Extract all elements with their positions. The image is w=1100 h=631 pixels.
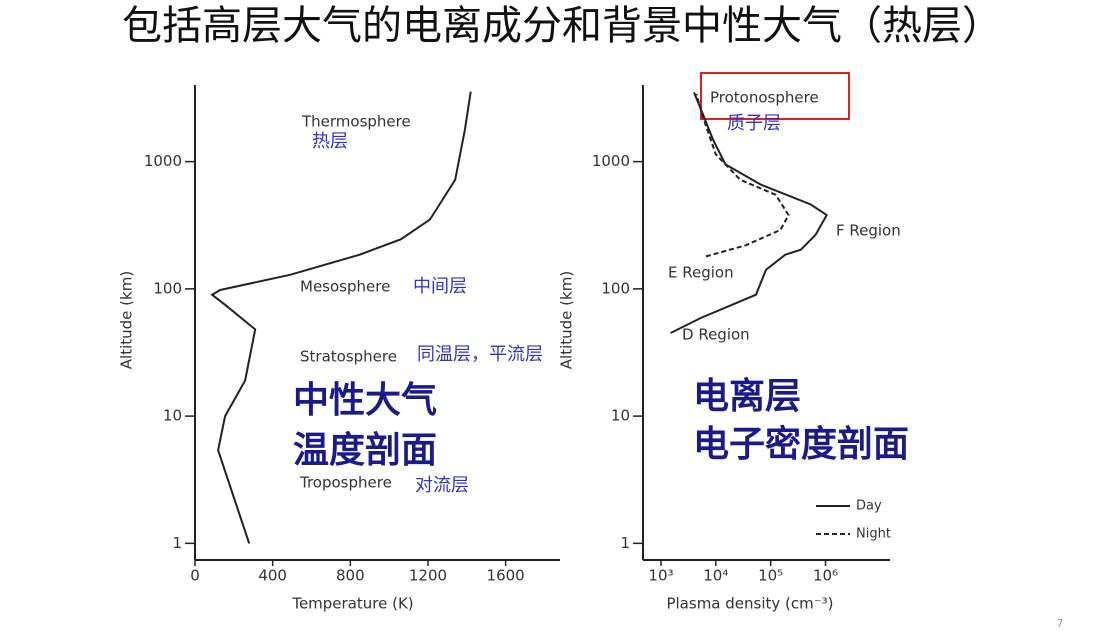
y-tick-label: 100 — [601, 279, 630, 297]
x-tick-label: 10⁶ — [813, 567, 838, 585]
y-tick-label: 100 — [153, 279, 182, 297]
annotation: 电离层 — [693, 376, 801, 417]
x-tick-label: 1600 — [487, 567, 525, 585]
page-number: 7 — [1057, 617, 1064, 630]
x-tick-label: 10⁵ — [758, 567, 783, 585]
slide-title: 包括高层大气的电离成分和背景中性大气（热层） — [122, 3, 1002, 49]
data-line — [210, 91, 472, 544]
annotation: Protonosphere — [710, 89, 819, 107]
y-tick-label: 1 — [620, 534, 630, 552]
x-tick-label: 1200 — [409, 567, 447, 585]
x-tick-label: 800 — [336, 567, 365, 585]
highlight-box — [700, 72, 850, 120]
x-tick-label: 400 — [258, 567, 287, 585]
annotation: Troposphere — [299, 474, 392, 492]
annotation: 温度剖面 — [293, 430, 437, 471]
y-tick-label: 1000 — [144, 152, 182, 170]
legend-label: Night — [856, 527, 891, 542]
annotation: 质子层 — [727, 113, 781, 134]
annotation: D Region — [682, 326, 750, 344]
annotation: 中性大气 — [293, 380, 437, 421]
x-tick-label: 0 — [190, 567, 200, 585]
x-axis-label: Plasma density (cm⁻³) — [666, 595, 833, 613]
y-axis-label: Altitude (km) — [118, 271, 136, 369]
annotation: E Region — [668, 264, 734, 282]
y-tick-label: 10 — [163, 407, 182, 425]
y-tick-label: 1000 — [592, 152, 630, 170]
y-axis-label: Altitude (km) — [558, 271, 576, 369]
annotation: Stratosphere — [300, 348, 397, 366]
legend-label: Day — [856, 499, 882, 514]
x-tick-label: 10⁴ — [703, 567, 728, 585]
annotation: 中间层 — [413, 276, 467, 297]
annotation: F Region — [836, 222, 901, 240]
annotation: 对流层 — [415, 475, 469, 496]
data-line — [670, 92, 829, 334]
annotation: 同温层，平流层 — [417, 344, 543, 365]
y-tick-label: 10 — [611, 407, 630, 425]
x-axis-label: Temperature (K) — [291, 595, 413, 613]
annotation: Thermosphere — [301, 113, 411, 131]
data-line — [695, 93, 790, 258]
y-tick-label: 1 — [172, 534, 182, 552]
annotation: 电子密度剖面 — [693, 423, 909, 465]
annotation: 热层 — [312, 131, 348, 152]
annotation: Mesosphere — [300, 278, 390, 296]
x-tick-label: 10³ — [648, 567, 673, 585]
